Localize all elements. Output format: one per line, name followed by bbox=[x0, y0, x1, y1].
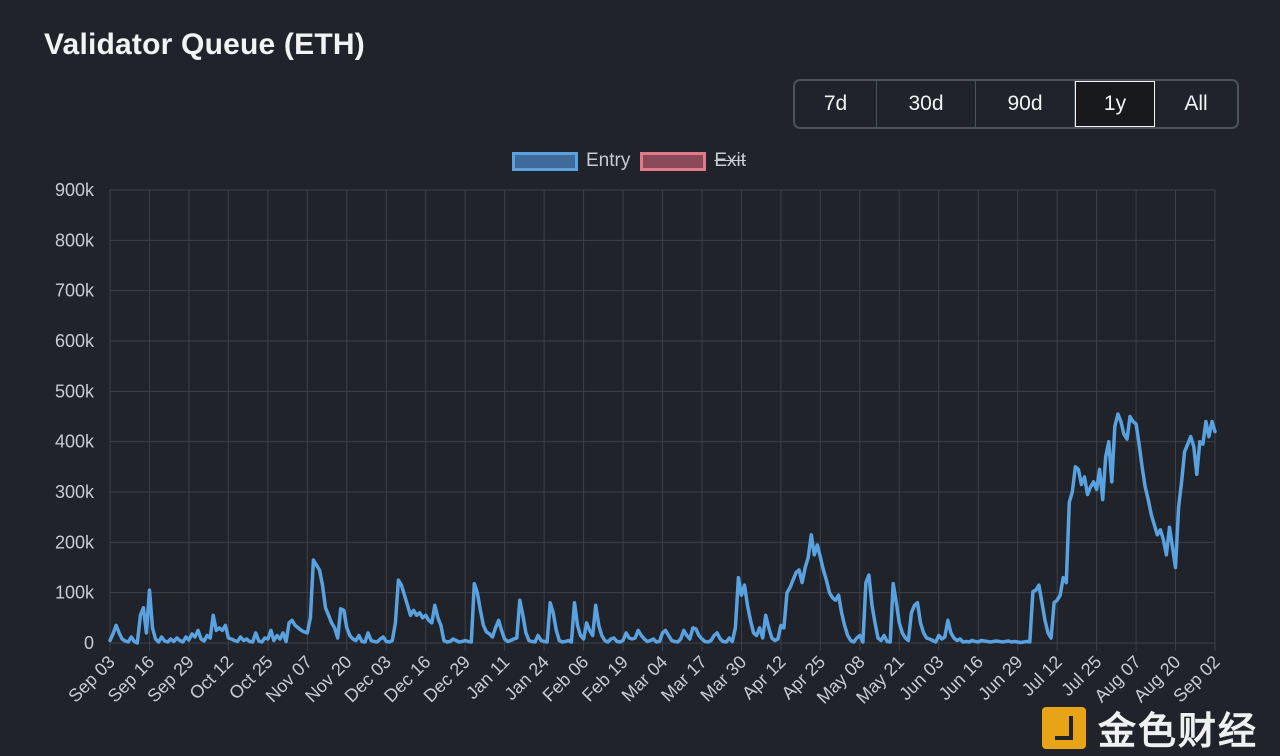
watermark-logo-icon bbox=[1042, 706, 1086, 749]
legend-swatch-exit bbox=[640, 151, 707, 171]
range-button-7d[interactable]: 7d bbox=[795, 81, 877, 127]
y-tick-label: 100k bbox=[55, 583, 95, 603]
x-tick-label: Oct 12 bbox=[186, 652, 238, 704]
x-tick-label: Apr 12 bbox=[738, 652, 790, 704]
legend-item-exit[interactable]: Exit bbox=[640, 150, 746, 172]
watermark: 金色财经 bbox=[1042, 700, 1258, 755]
range-button-all[interactable]: All bbox=[1184, 92, 1208, 115]
y-tick-label: 700k bbox=[55, 281, 95, 301]
y-tick-label: 800k bbox=[55, 230, 95, 250]
watermark-text: 金色财经 bbox=[1098, 711, 1259, 753]
y-tick-label: 200k bbox=[55, 532, 95, 552]
y-tick-label: 300k bbox=[55, 482, 95, 502]
range-button-30d[interactable]: 30d bbox=[877, 81, 976, 127]
series-line-entry bbox=[108, 412, 1217, 645]
x-tick-label: Jul 12 bbox=[1018, 652, 1066, 700]
y-tick-label: 0 bbox=[84, 633, 94, 653]
chart-legend: Entry Exit bbox=[512, 150, 756, 172]
legend-swatch-entry bbox=[512, 151, 578, 171]
y-tick-label: 600k bbox=[55, 331, 95, 351]
y-tick-label: 400k bbox=[55, 432, 95, 452]
x-tick-label: Jun 29 bbox=[974, 652, 1026, 704]
legend-label-entry: Entry bbox=[586, 150, 631, 171]
y-tick-label: 900k bbox=[55, 180, 95, 200]
time-range-selector: 7d 30d 90d 1y All bbox=[793, 79, 1239, 129]
legend-item-entry[interactable]: Entry bbox=[512, 150, 630, 172]
legend-label-exit: Exit bbox=[714, 150, 747, 171]
page-title: Validator Queue (ETH) bbox=[44, 28, 365, 61]
y-tick-label: 500k bbox=[55, 381, 95, 401]
range-button-90d[interactable]: 90d bbox=[976, 81, 1075, 127]
range-button-1y[interactable]: 1y bbox=[1075, 81, 1155, 127]
